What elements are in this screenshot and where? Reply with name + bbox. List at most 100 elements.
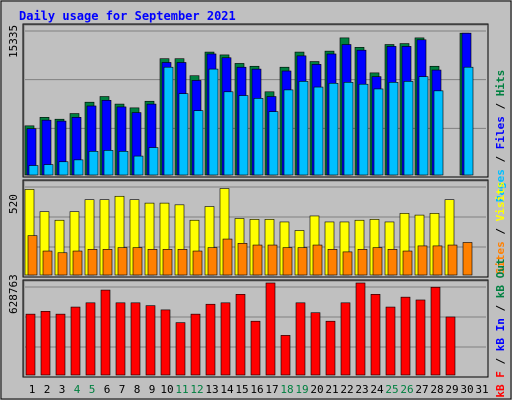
right-axis-label-part: Sites	[494, 241, 507, 274]
bar-sites	[372, 247, 383, 276]
x-tick-label: 23	[355, 383, 368, 396]
x-tick-label: 14	[220, 383, 234, 396]
right-axis-label-part: kB F	[494, 371, 507, 398]
bar-kbf	[205, 303, 216, 376]
chart-title: Daily usage for September 2021	[19, 9, 236, 23]
bar-kbf	[190, 313, 201, 376]
bar-pages	[43, 164, 54, 176]
bar-pages	[283, 89, 294, 176]
bar-sites	[327, 249, 338, 276]
y-max-label: 628763	[7, 274, 20, 314]
right-axis-label-part: Visits	[494, 182, 507, 222]
bar-pages	[148, 147, 159, 176]
bar-sites	[417, 245, 428, 276]
x-tick-label: 15	[235, 383, 248, 396]
x-tick-label: 28	[430, 383, 443, 396]
x-tick-label: 1	[29, 383, 36, 396]
bar-sites	[267, 244, 278, 276]
x-tick-label: 2	[44, 383, 51, 396]
bar-sites	[162, 249, 173, 276]
x-tick-label: 13	[205, 383, 218, 396]
bar-pages	[238, 95, 249, 176]
x-axis-day-labels: 1 2 3 4 5 6 7 8 9 10 11 12 13 14 15 16 17 18 19 20 21 22 23 24 2…	[29, 383, 489, 396]
bar-kbf	[235, 294, 246, 376]
x-tick-label: 27	[415, 383, 428, 396]
bar-sites	[387, 249, 398, 276]
right-axis-label-part: Files	[494, 116, 507, 149]
bar-pages	[208, 68, 219, 176]
x-tick-label: 9	[149, 383, 156, 396]
x-tick-label: 4	[74, 383, 81, 396]
panel-hits-files-pages: 15335 Pages / Files / Hits	[7, 23, 507, 203]
bar-kbf	[55, 313, 66, 376]
x-tick-label: 11	[175, 383, 188, 396]
bar-kbf	[280, 335, 291, 376]
bar-pages	[133, 155, 144, 176]
x-tick-label: 6	[104, 383, 111, 396]
x-tick-label: 26	[400, 383, 413, 396]
bar-pages	[403, 81, 414, 176]
right-axis-label-part: kB In	[494, 318, 507, 351]
bar-pages	[193, 110, 204, 176]
bar-pages	[253, 98, 264, 176]
y-max-label: 15335	[7, 25, 20, 58]
bar-kbf	[265, 282, 276, 376]
bar-sites	[432, 245, 443, 276]
x-tick-label: 12	[190, 383, 203, 396]
bar-kbf	[340, 302, 351, 376]
bar-pages	[118, 151, 129, 176]
bar-sites	[342, 251, 353, 276]
bar-kbf	[70, 306, 81, 376]
bar-pages	[463, 66, 474, 176]
bar-kbf	[310, 312, 321, 376]
right-axis-label-part: /	[494, 351, 507, 371]
bar-pages	[328, 82, 339, 176]
chart-panels: 15335 Pages / Files / Hits 5 20 Sites / Visi…	[7, 23, 507, 398]
bar-sites	[462, 242, 473, 276]
right-axis-label-part: /	[494, 221, 507, 241]
bar-kbf	[40, 311, 51, 376]
right-axis-label: Sites / Visits	[494, 182, 507, 275]
bar-pages	[298, 81, 309, 176]
bar-kbf	[415, 299, 426, 376]
right-axis-label-part: /	[494, 96, 507, 116]
bar-pages	[73, 159, 84, 176]
bar-pages	[58, 161, 69, 176]
x-tick-label: 8	[134, 383, 141, 396]
bar-sites	[312, 244, 323, 276]
x-tick-label: 19	[295, 383, 308, 396]
bar-kbf	[250, 320, 261, 376]
bar-sites	[447, 244, 458, 276]
bar-sites	[297, 247, 308, 276]
right-axis-label: Pages / Files / Hits	[494, 70, 507, 203]
x-tick-label: 5	[89, 383, 96, 396]
bar-kbf	[115, 302, 126, 376]
x-tick-label: 20	[310, 383, 323, 396]
x-tick-label: 31	[475, 383, 488, 396]
x-tick-label: 21	[325, 383, 338, 396]
bar-pages	[178, 93, 189, 176]
bar-kbf	[430, 286, 441, 376]
bar-sites	[72, 250, 83, 276]
bar-sites	[42, 250, 53, 276]
bar-kbf	[355, 282, 366, 376]
bar-sites	[402, 250, 413, 276]
bar-pages	[268, 111, 279, 176]
bar-pages	[88, 151, 99, 176]
bar-kbf	[325, 320, 336, 376]
bar-pages	[343, 82, 354, 176]
x-tick-label: 25	[385, 383, 398, 396]
right-axis-label-part: Pages	[494, 169, 507, 202]
right-axis-label-part: Hits	[494, 70, 507, 97]
bar-sites	[282, 247, 293, 276]
bar-pages	[388, 82, 399, 176]
bar-pages	[103, 150, 114, 176]
bar-kbf	[160, 309, 171, 376]
bar-sites	[27, 235, 38, 276]
bar-pages	[313, 86, 324, 176]
bar-sites	[237, 243, 248, 276]
bar-kbf	[175, 322, 186, 376]
x-tick-label: 10	[160, 383, 173, 396]
